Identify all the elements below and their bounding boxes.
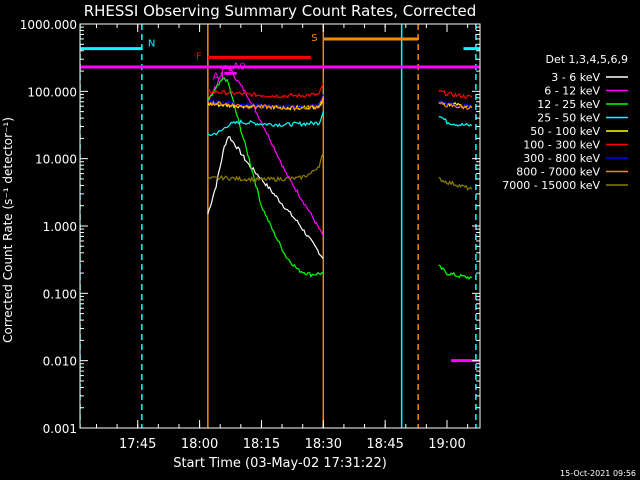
legend-label-50-100-kev: 50 - 100 keV [530,125,600,138]
series-line-50-100-kev-b [438,101,473,109]
series-line-12-25-kev-b [438,264,473,280]
y-tick-label: 0.010 [43,355,77,369]
timestamp: 15-Oct-2021 09:56 [560,469,636,478]
x-tick-label: 18:45 [366,437,403,452]
x-tick-label: 18:00 [181,437,218,452]
legend-label-12-25-kev: 12 - 25 keV [537,98,600,111]
series-line-100-300-kev [207,83,324,99]
legend-label-7000-15000-kev: 7000 - 15000 keV [502,179,600,192]
x-tick-label: 18:15 [243,437,280,452]
chart-title: RHESSI Observing Summary Count Rates, Co… [84,2,477,20]
legend-label-3-6-kev: 3 - 6 keV [551,71,600,84]
x-tick-label: 17:45 [119,437,156,452]
y-tick-label: 100.000 [27,85,77,99]
legend-title: Det 1,3,4,5,6,9 [545,53,628,66]
flag-label-n: N [148,39,155,50]
x-tick-label: 19:00 [428,437,465,452]
plot-area: NSFA1A0 [80,24,480,428]
flag-label-s: S [311,33,317,44]
legend-label-6-12-kev: 6 - 12 keV [544,85,600,98]
axes: 0.001 0.010 0.100 1.000 10.000 100.000 1000.00… [20,18,481,452]
y-axis-label: Corrected Count Rate (s⁻¹ detector⁻¹) [1,117,15,343]
legend-label-800-7000-kev: 800 - 7000 keV [516,166,600,179]
series-line-7000-15000-kev-b [438,176,473,191]
series-line-7000-15000-kev [207,153,324,183]
series-line-25-50-kev-b [438,115,473,127]
x-axis-label: Start Time (03-May-02 17:31:22) [173,456,387,471]
y-tick-label: 10.000 [35,153,77,167]
series-line-800-7000-kev [207,95,324,112]
series-line-100-300-kev-b [438,89,473,99]
legend-label-25-50-kev: 25 - 50 keV [537,112,600,125]
series-line-300-800-kev-b [438,99,473,110]
flag-label-a1: A1 [212,71,225,82]
y-tick-label: 1000.000 [20,18,77,32]
legend-label-100-300-kev: 100 - 300 keV [523,139,600,152]
series-line-25-50-kev [207,111,324,137]
x-tick-label: 18:30 [305,437,342,452]
y-tick-label: 1.000 [43,220,77,234]
y-tick-label: 0.001 [43,422,77,436]
plot-frame [79,23,481,429]
series-line-12-25-kev [207,77,324,278]
series-line-3-6-kev [207,136,324,259]
y-tick-label: 0.100 [43,287,77,301]
series-line-800-7000-kev-b [438,101,473,111]
legend-label-300-800-kev: 300 - 800 keV [523,152,600,165]
series-line-6-12-kev [207,64,324,237]
flag-label-f: F [196,51,202,62]
